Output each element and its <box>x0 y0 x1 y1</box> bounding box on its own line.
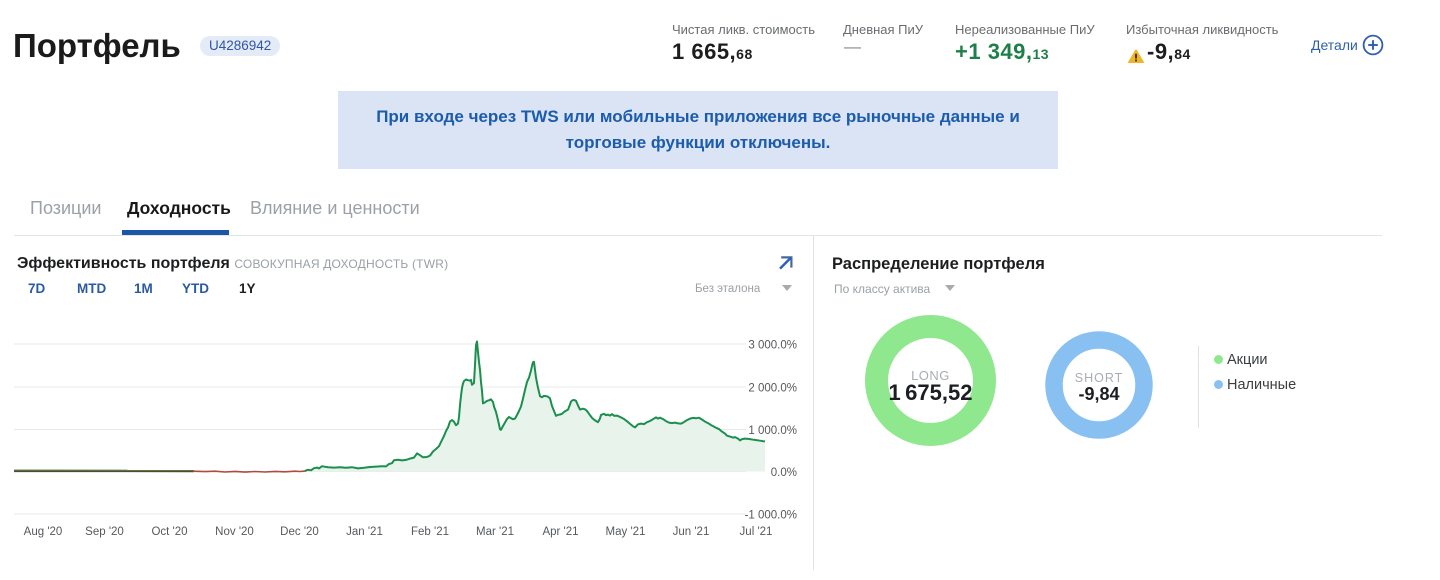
svg-text:Dec '20: Dec '20 <box>280 526 319 538</box>
svg-text:Sep '20: Sep '20 <box>85 526 124 538</box>
svg-text:3 000.0%: 3 000.0% <box>748 340 797 352</box>
svg-text:Feb '21: Feb '21 <box>411 526 449 538</box>
svg-text:-1 000.0%: -1 000.0% <box>745 510 797 522</box>
svg-text:Jun '21: Jun '21 <box>673 526 710 538</box>
svg-text:2 000.0%: 2 000.0% <box>748 383 797 395</box>
svg-text:Aug '20: Aug '20 <box>24 526 63 538</box>
svg-text:Nov '20: Nov '20 <box>215 526 254 538</box>
svg-text:May '21: May '21 <box>606 526 646 538</box>
svg-text:Apr '21: Apr '21 <box>542 526 578 538</box>
svg-text:0.0%: 0.0% <box>771 467 797 479</box>
svg-text:Jan '21: Jan '21 <box>346 526 383 538</box>
svg-text:Mar '21: Mar '21 <box>476 526 514 538</box>
svg-text:Jul '21: Jul '21 <box>740 526 773 538</box>
svg-text:Oct '20: Oct '20 <box>151 526 187 538</box>
svg-text:1 000.0%: 1 000.0% <box>748 425 797 437</box>
